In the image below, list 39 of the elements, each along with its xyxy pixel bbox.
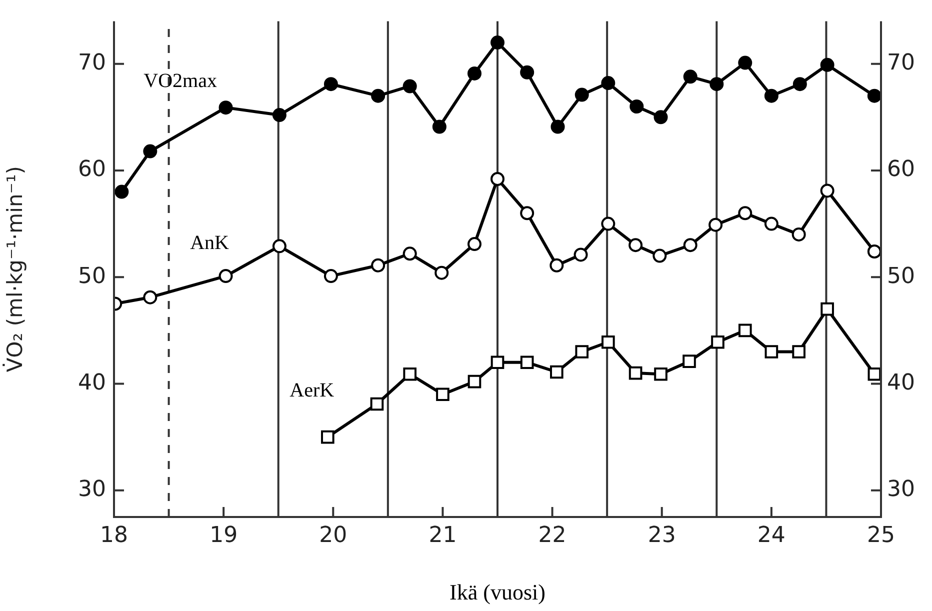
y-tick-label: 50 [78, 264, 106, 289]
x-tick-label: 25 [867, 522, 895, 548]
point [654, 367, 668, 381]
x-tick-label: 20 [319, 522, 348, 548]
point [628, 366, 642, 380]
y-axis-title: V̇O₂ (ml·kg⁻¹·min⁻¹) [2, 166, 28, 372]
point [403, 367, 416, 381]
point [520, 356, 534, 370]
y2-tick-label: 70 [887, 50, 915, 76]
point [436, 388, 450, 402]
x-tick-label: 18 [100, 522, 128, 548]
point [490, 356, 504, 370]
point [792, 345, 806, 358]
x-axis-title: Ikä (vuosi) [450, 580, 546, 605]
x-tick-label: 23 [648, 522, 676, 548]
series-label: AerK [290, 379, 335, 402]
point [370, 397, 384, 411]
x-tick-label: 24 [757, 522, 786, 548]
y-tick-label: 40 [78, 370, 106, 396]
y2-tick-label: 40 [887, 370, 915, 396]
point [602, 335, 615, 349]
point [550, 365, 564, 379]
point [764, 345, 778, 358]
point [868, 367, 881, 381]
y2-tick-label: 60 [887, 157, 915, 182]
point [321, 430, 334, 444]
y-tick-label: 70 [78, 50, 106, 76]
x-tick-label: 21 [428, 522, 457, 548]
x-tick-label: 22 [538, 522, 566, 548]
y2-tick-label: 50 [887, 264, 915, 289]
point [468, 374, 482, 388]
point [682, 354, 696, 368]
x-tick-label: 19 [210, 522, 238, 548]
point [738, 324, 752, 338]
y2-tick-label: 30 [887, 477, 915, 502]
y-tick-label: 30 [78, 477, 106, 502]
point [711, 335, 724, 349]
y-tick-label: 60 [78, 157, 106, 182]
point [575, 345, 589, 358]
